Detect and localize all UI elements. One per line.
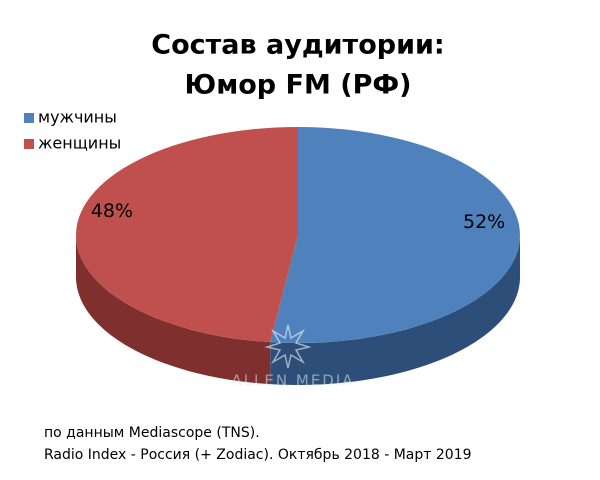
slice-side xyxy=(270,235,520,385)
slice xyxy=(270,127,520,343)
chart-title: Юмор FM (РФ) xyxy=(185,70,412,101)
watermark: ALLEN MEDIA xyxy=(231,324,354,390)
note: Radio Index - Россия (+ Zodiac). Октябрь… xyxy=(44,447,472,463)
legend-swatch xyxy=(24,139,34,149)
data-label: 48% xyxy=(91,200,133,222)
watermark-text: ALLEN MEDIA xyxy=(231,372,354,390)
pie xyxy=(76,127,520,385)
slice-side xyxy=(76,235,271,385)
slice xyxy=(76,127,299,343)
chart-title: Состав аудитории: xyxy=(151,30,444,61)
watermark-logo xyxy=(264,324,312,369)
data-label: 52% xyxy=(463,211,505,233)
legend-label: мужчины xyxy=(38,108,117,127)
legend-swatch xyxy=(24,113,34,123)
note: по данным Mediascope (TNS). xyxy=(44,425,260,441)
legend-label: женщины xyxy=(38,134,121,153)
